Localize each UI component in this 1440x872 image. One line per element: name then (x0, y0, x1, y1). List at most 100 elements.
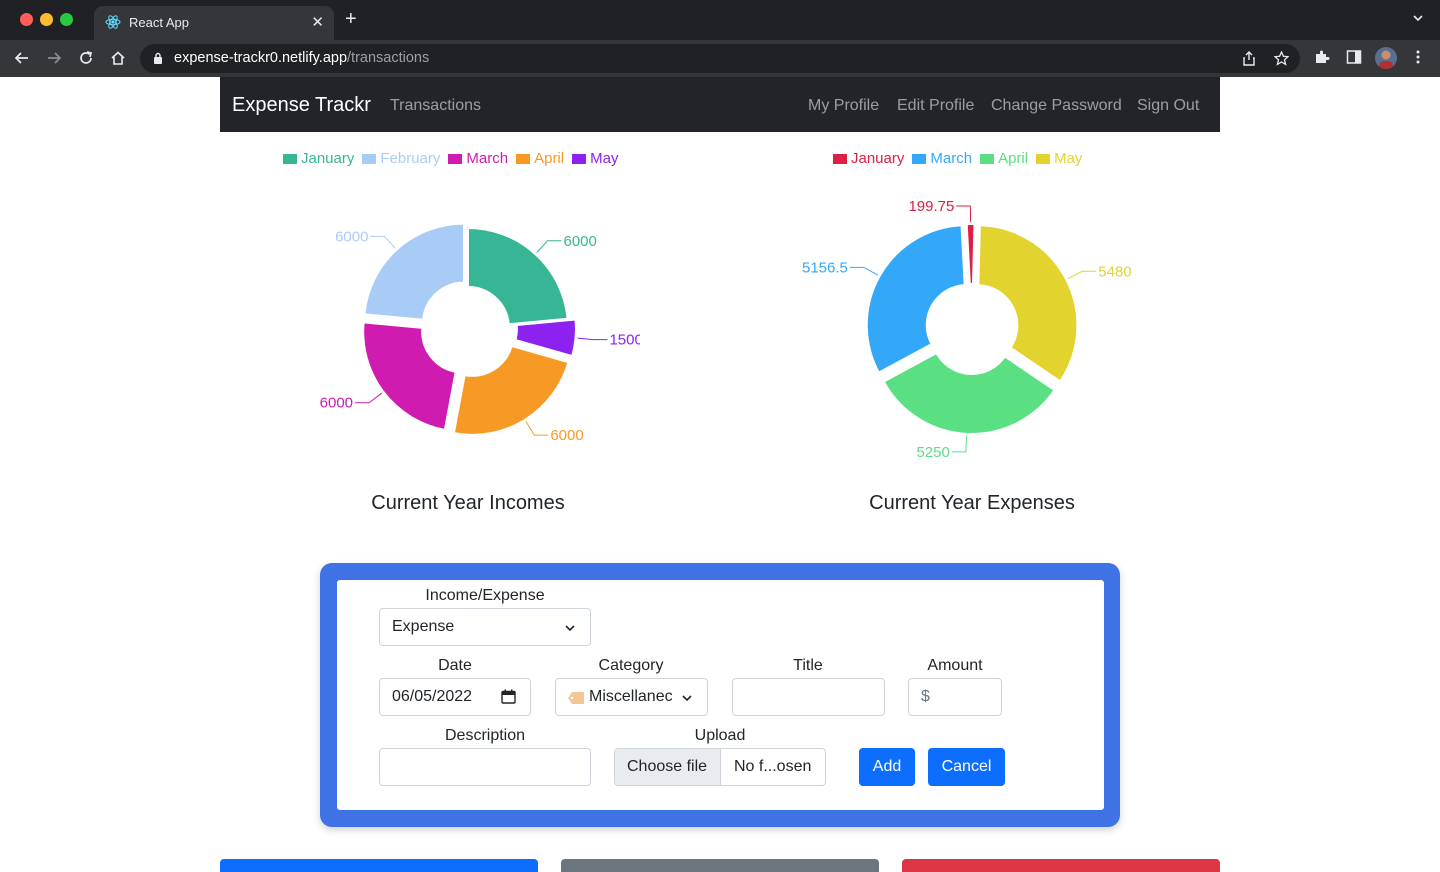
tab-title: React App (129, 15, 189, 30)
date-input[interactable]: 06/05/2022 (379, 678, 531, 716)
tag-icon (568, 692, 584, 704)
legend-item-april[interactable]: April (516, 150, 564, 167)
date-label: Date (438, 657, 472, 674)
description-label: Description (444, 727, 526, 744)
brand-logo[interactable]: Expense Trackr (232, 94, 371, 116)
share-icon[interactable] (1242, 51, 1256, 66)
slice-leader-line (849, 266, 879, 276)
choose-file-button[interactable]: Choose file (615, 749, 721, 785)
legend-item-april[interactable]: April (980, 150, 1028, 167)
legend-swatch (516, 153, 531, 164)
legend-label: February (380, 150, 441, 167)
legend-label: January (301, 150, 355, 167)
legend-swatch (833, 153, 847, 164)
type-select-value: Expense (392, 618, 455, 635)
legend-label: January (851, 150, 905, 167)
income-chart-title: Current Year Incomes (371, 492, 565, 514)
slice-april[interactable] (882, 351, 1056, 435)
slice-value-label: 1500 (609, 332, 640, 349)
slice-april[interactable] (452, 344, 570, 436)
file-upload-input[interactable]: Choose file No f...osen (614, 748, 826, 786)
maximize-window-button[interactable] (60, 13, 73, 26)
close-window-button[interactable] (20, 13, 33, 26)
legend-swatch (283, 153, 297, 164)
income-legend: January February March April May (283, 150, 626, 167)
new-tab-icon[interactable]: + (345, 8, 357, 30)
browser-tab-bar: React App ✕ + (0, 0, 1440, 40)
legend-swatch (362, 153, 377, 164)
legend-label: April (998, 150, 1029, 167)
upload-label: Upload (694, 727, 746, 744)
more-menu-icon[interactable] (1416, 49, 1420, 65)
category-label: Category (598, 657, 664, 674)
type-select[interactable]: Expense (379, 608, 591, 646)
url-text: expense-trackr0.netlify.app/transactions (174, 50, 430, 66)
legend-swatch (448, 153, 463, 164)
slice-leader-line (1067, 270, 1097, 280)
nav-edit-profile[interactable]: Edit Profile (897, 97, 975, 114)
extensions-puzzle-icon[interactable] (1314, 49, 1330, 65)
legend-swatch (912, 153, 927, 164)
calendar-icon[interactable] (501, 689, 516, 704)
slice-leader-line (577, 337, 608, 341)
legend-swatch (1036, 153, 1051, 164)
slice-value-label: 6000 (563, 233, 596, 250)
nav-my-profile[interactable]: My Profile (808, 97, 880, 114)
title-input[interactable] (732, 678, 885, 716)
forward-icon[interactable] (44, 48, 64, 68)
legend-item-february[interactable]: February (362, 150, 440, 167)
chevron-down-icon (682, 695, 692, 702)
legend-item-january[interactable]: January (833, 150, 904, 167)
category-select[interactable]: Miscellanec (555, 678, 708, 716)
chevron-down-icon (565, 625, 575, 632)
description-input[interactable] (379, 748, 591, 786)
nav-change-password[interactable]: Change Password (991, 97, 1122, 114)
legend-item-may[interactable]: May (572, 150, 618, 167)
slice-march[interactable] (362, 321, 457, 432)
minimize-window-button[interactable] (40, 13, 53, 26)
add-button[interactable]: Add (859, 748, 915, 786)
browser-tab[interactable]: React App ✕ (94, 6, 334, 40)
legend-item-january[interactable]: January (283, 150, 354, 167)
category-select-value: Miscellanec (589, 688, 673, 705)
bookmark-star-icon[interactable] (1274, 51, 1289, 66)
slice-value-label: 6000 (320, 395, 353, 412)
legend-label: March (930, 150, 973, 167)
amount-input[interactable]: $ (908, 678, 1002, 716)
cancel-button[interactable]: Cancel (928, 748, 1005, 786)
home-icon[interactable] (108, 48, 128, 68)
side-panel-icon[interactable] (1346, 49, 1362, 65)
close-tab-icon[interactable]: ✕ (311, 14, 324, 31)
legend-item-march[interactable]: March (912, 150, 972, 167)
slice-leader-line (956, 205, 972, 223)
slice-may[interactable] (514, 318, 577, 358)
slice-january[interactable] (965, 223, 976, 286)
legend-label: March (466, 150, 509, 167)
legend-item-may[interactable]: May (1036, 150, 1082, 167)
summary-card-red (902, 859, 1220, 872)
slice-leader-line (536, 240, 562, 253)
lock-icon[interactable] (153, 52, 163, 64)
type-label: Income/Expense (425, 587, 545, 604)
slice-february[interactable] (363, 222, 465, 321)
back-icon[interactable] (12, 48, 32, 68)
nav-transactions[interactable]: Transactions (390, 97, 481, 114)
nav-sign-out[interactable]: Sign Out (1137, 97, 1200, 114)
legend-swatch (572, 153, 587, 164)
slice-value-label: 199.75 (908, 198, 954, 215)
amount-prefix: $ (921, 688, 930, 705)
slice-march[interactable] (865, 224, 966, 374)
legend-label: May (590, 150, 619, 167)
amount-label: Amount (927, 657, 983, 674)
chevron-down-icon[interactable] (1412, 12, 1424, 24)
reload-icon[interactable] (76, 48, 96, 68)
no-file-text: No f...osen (734, 758, 812, 775)
slice-january[interactable] (467, 226, 569, 326)
legend-label: April (534, 150, 565, 167)
address-bar[interactable]: expense-trackr0.netlify.app/transactions (140, 44, 1300, 73)
legend-item-march[interactable]: March (448, 150, 508, 167)
slice-value-label: 5156.5 (802, 259, 848, 276)
slice-leader-line (355, 392, 383, 404)
profile-avatar[interactable] (1375, 47, 1397, 69)
slice-may[interactable] (977, 224, 1079, 383)
